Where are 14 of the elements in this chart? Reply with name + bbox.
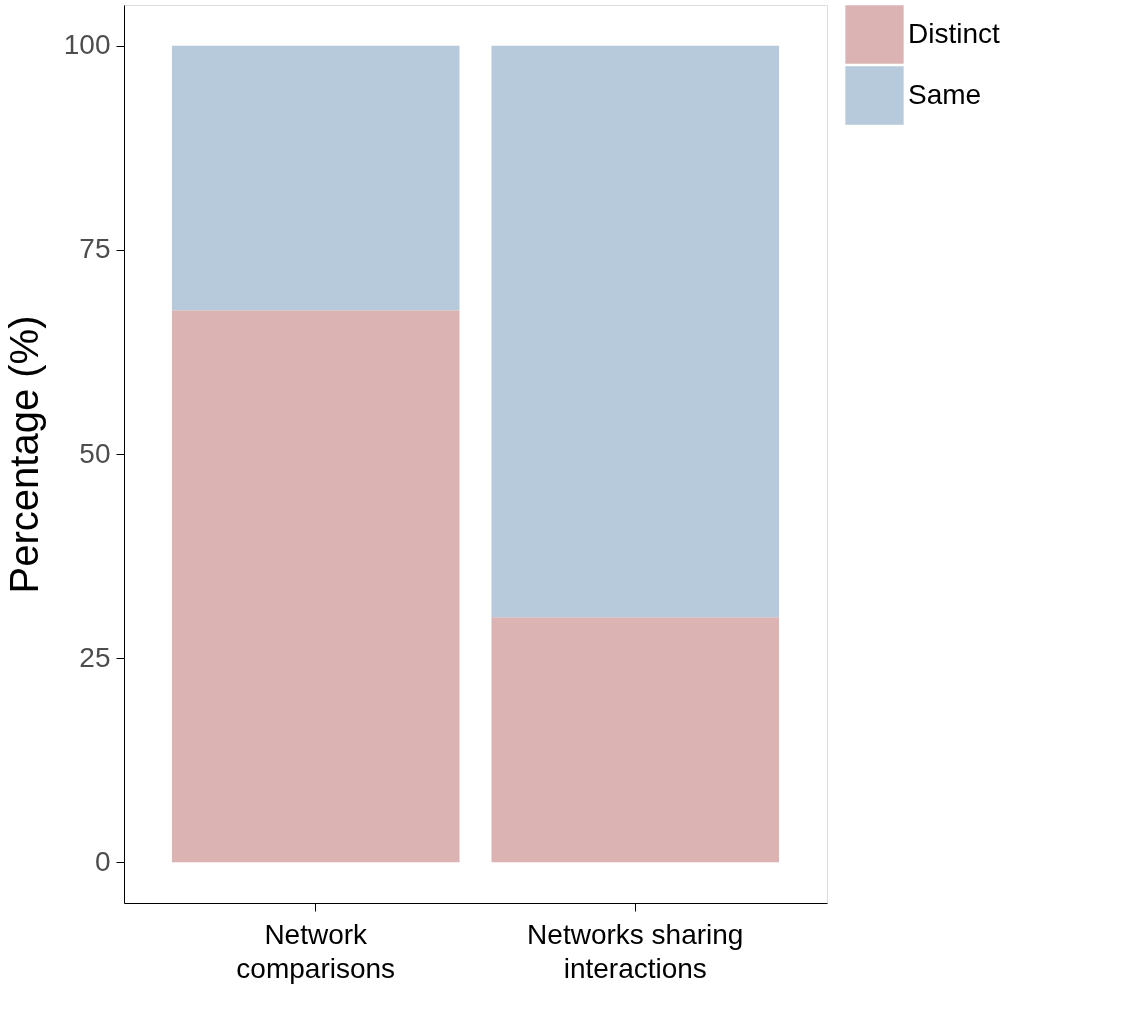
legend-label: Distinct: [908, 17, 1001, 49]
y-tick-label: 0: [94, 845, 111, 877]
x-tick-label: Networks sharing interactions: [527, 918, 744, 984]
bar: [171, 310, 460, 863]
y-tick-label: 50: [79, 437, 111, 469]
legend-label: Same: [908, 78, 982, 110]
bar: [491, 617, 780, 863]
y-tick-label: 25: [79, 641, 111, 673]
y-tick-label: 75: [79, 233, 111, 265]
y-tick-label: 100: [63, 29, 111, 61]
bar: [171, 45, 460, 311]
x-tick-label: Network comparisons: [236, 918, 396, 984]
bar: [491, 45, 780, 618]
y-axis-title: Percentage (%): [1, 315, 46, 594]
